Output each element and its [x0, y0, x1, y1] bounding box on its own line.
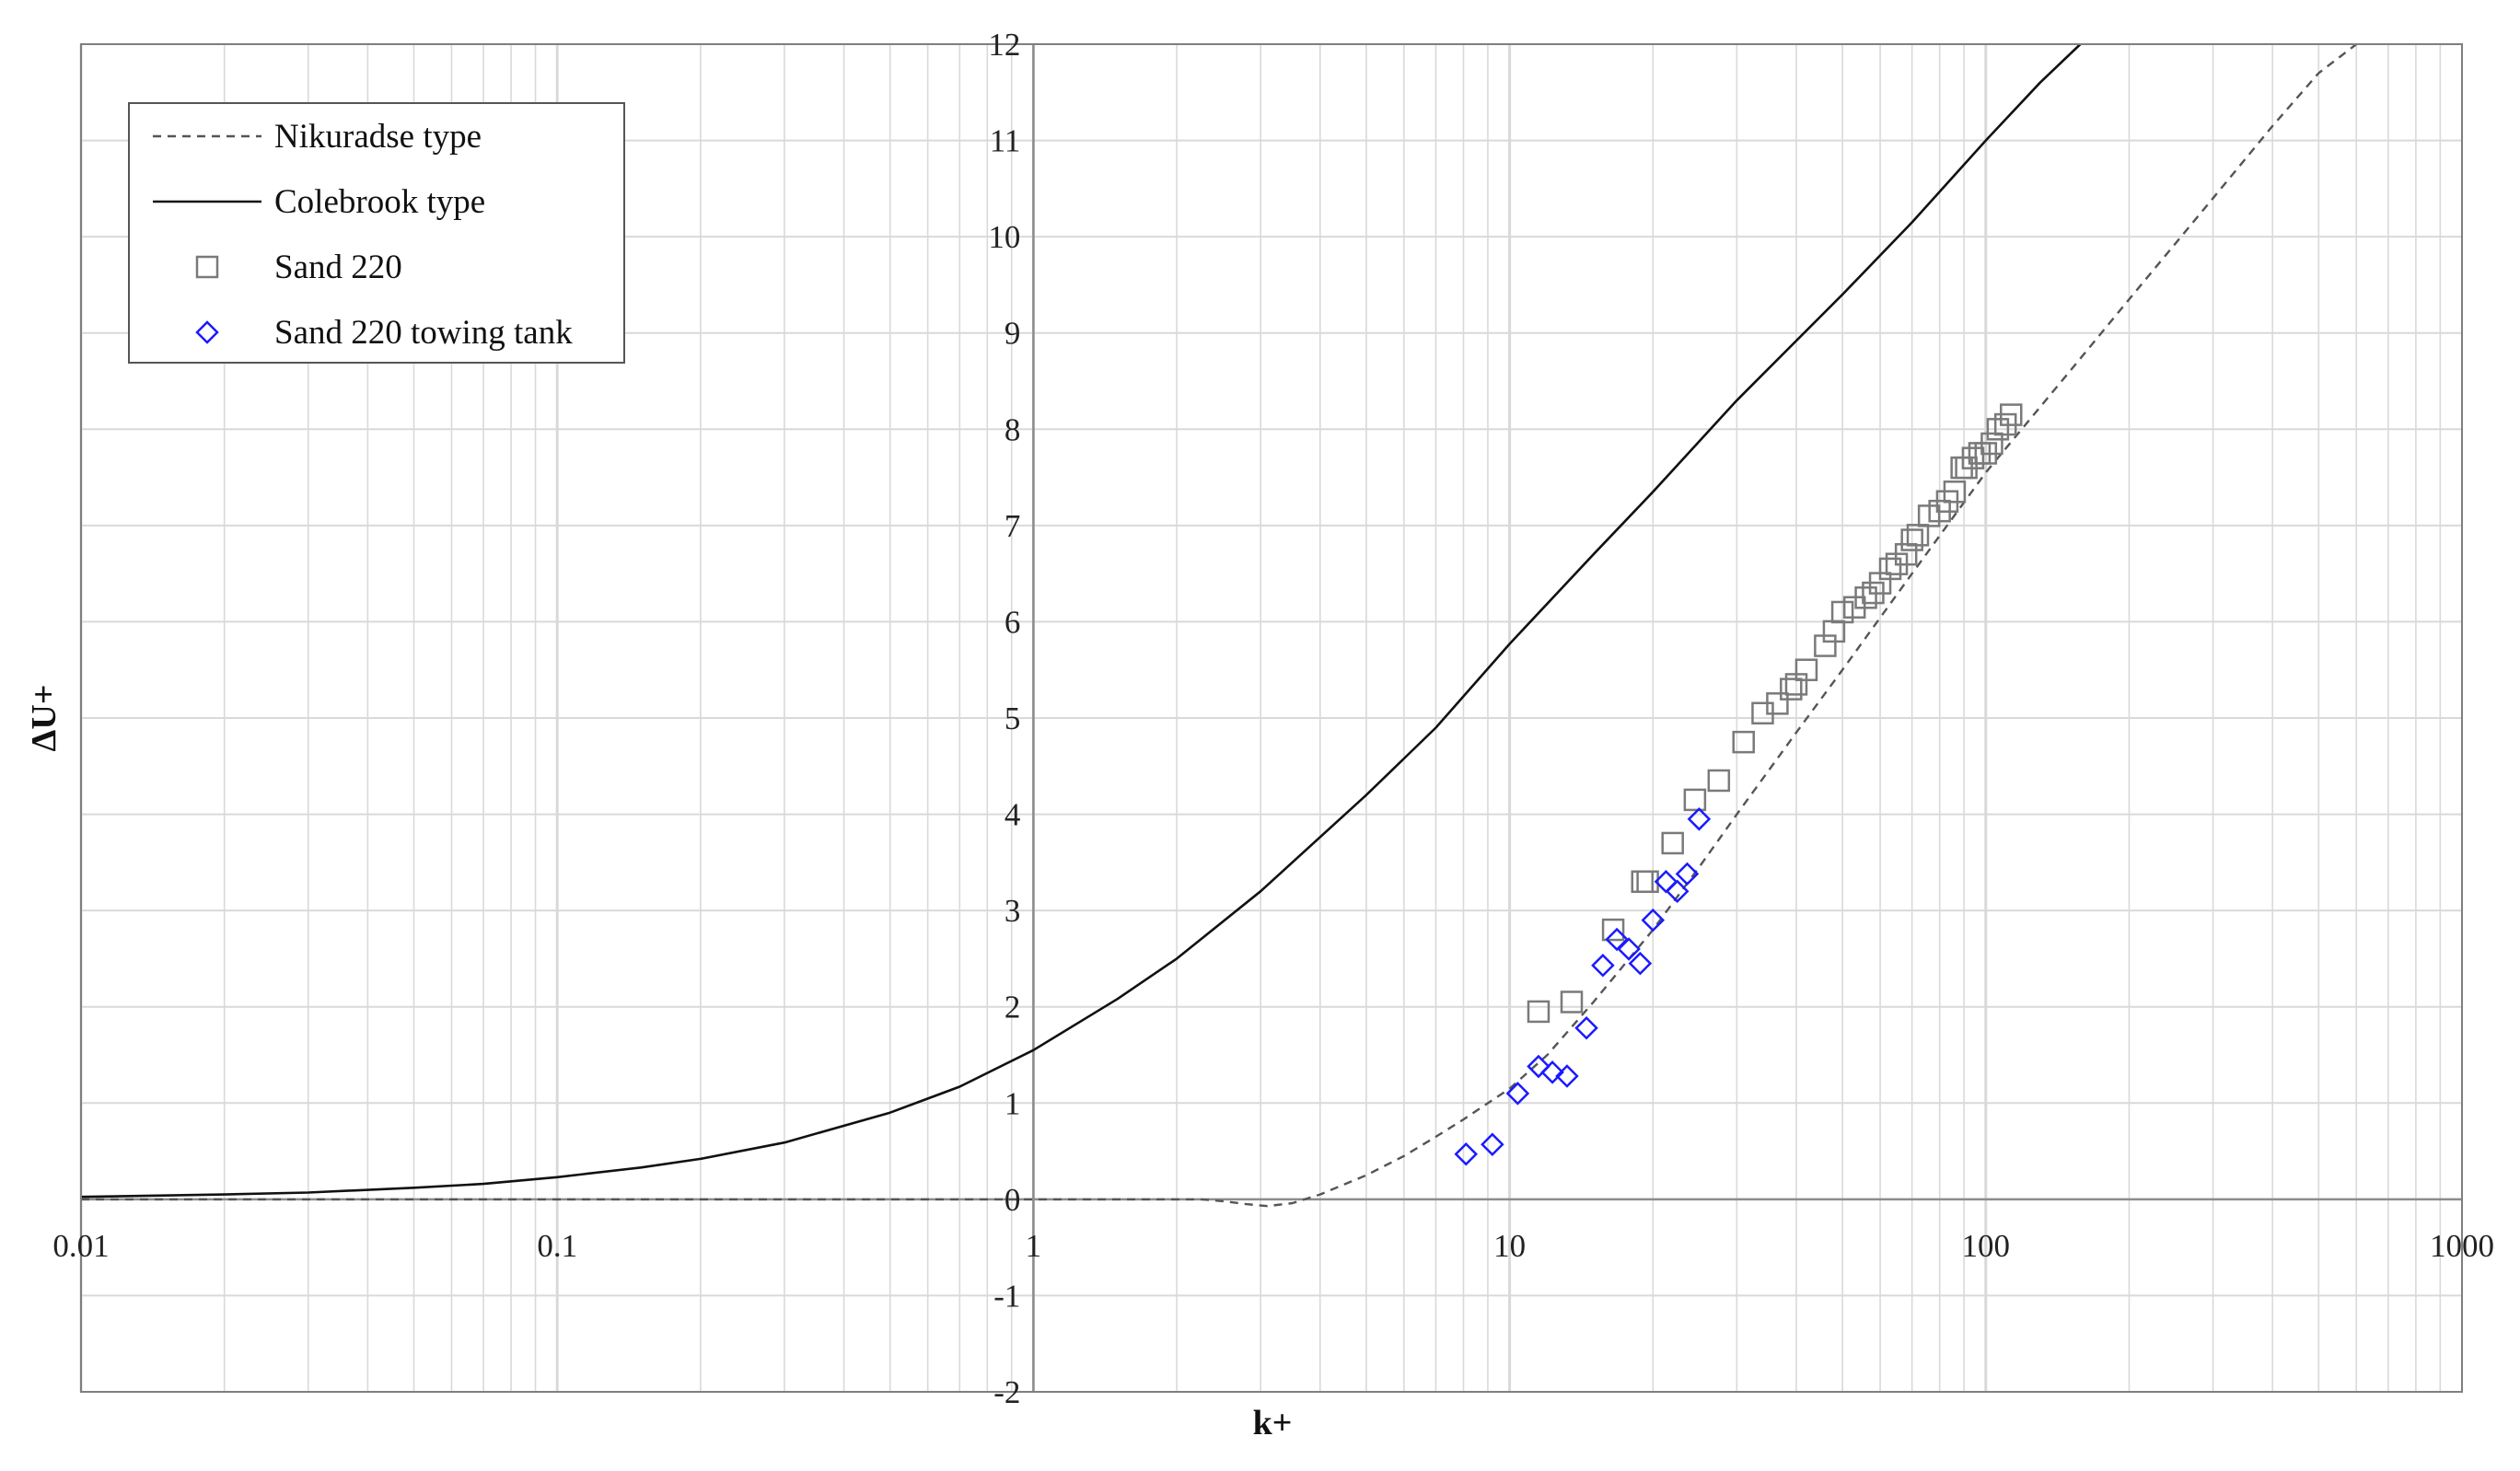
series-sand-220: [1527, 403, 2023, 1024]
x-tick-label: 1: [1026, 1228, 1042, 1264]
legend-label: Sand 220 towing tank: [274, 314, 573, 352]
x-tick-label: 1000: [2430, 1228, 2494, 1264]
y-tick-label: 4: [1005, 797, 1021, 833]
data-point-square: [1794, 658, 1818, 681]
series-colebrook-type: [80, 43, 2082, 1199]
data-point-square: [1732, 730, 1755, 754]
y-tick-label: 10: [988, 219, 1020, 255]
x-tick-label: 0.01: [52, 1228, 109, 1264]
data-point-square: [1601, 918, 1625, 942]
legend-symbol-diamond: [195, 320, 219, 344]
data-point-square: [1780, 678, 1803, 701]
legend-items: Nikuradse type Colebrook type Sand 220 Sand…: [153, 118, 573, 352]
y-tick-label: 2: [1005, 990, 1021, 1025]
data-point-square: [1766, 692, 1789, 715]
data-point-square: [1707, 769, 1731, 793]
data-point-diamond: [1540, 1060, 1564, 1084]
y-tick-label: 9: [1005, 316, 1021, 352]
data-point-diamond: [1654, 870, 1678, 894]
data-point-square: [1830, 600, 1854, 624]
legend-label: Nikuradse type: [274, 118, 482, 156]
data-point-diamond: [1687, 807, 1712, 831]
x-tick-label: 0.1: [537, 1228, 577, 1264]
data-point-diamond: [1628, 951, 1653, 976]
data-point-diamond: [1675, 862, 1700, 886]
data-point-square: [1894, 542, 1918, 566]
y-tick-label: 0: [1005, 1182, 1021, 1218]
data-point-square: [1683, 788, 1707, 812]
data-point-square: [1527, 1000, 1550, 1024]
data-point-diamond: [1481, 1132, 1504, 1157]
data-point-square: [1814, 634, 1837, 657]
data-point-square: [1878, 557, 1902, 581]
series-sand-220-towing-tank: [1454, 807, 1712, 1166]
y-tick-label: 7: [1005, 508, 1021, 544]
series-nikuradse-type: [81, 43, 2358, 1208]
legend-item: Sand 220: [195, 249, 402, 286]
data-point-diamond: [1505, 1082, 1530, 1106]
data-point-diamond: [1665, 879, 1690, 903]
data-point-square: [1980, 432, 2003, 456]
y-tick-label: 1: [1005, 1085, 1021, 1121]
data-point-diamond: [1555, 1064, 1579, 1088]
data-point-diamond: [1527, 1054, 1550, 1079]
y-tick-label: 5: [1005, 701, 1021, 736]
data-point-square: [2000, 403, 2023, 426]
legend: Nikuradse type Colebrook type Sand 220 Sand…: [128, 102, 625, 364]
x-tick-label: 10: [1493, 1228, 1526, 1264]
data-series: [80, 43, 2358, 1208]
data-point-diamond: [1574, 1015, 1598, 1040]
y-axis-label: ΔU+: [25, 685, 64, 752]
series-line: [80, 43, 2082, 1199]
y-tick-label: 8: [1005, 411, 1021, 447]
x-tick-label: 100: [1962, 1228, 2011, 1264]
data-point-square: [1661, 831, 1684, 855]
y-tick-label: -2: [993, 1374, 1020, 1410]
series-line: [81, 43, 2358, 1208]
data-point-square: [1854, 586, 1877, 609]
data-point-square: [1943, 481, 1967, 504]
data-point-diamond: [1605, 927, 1629, 952]
legend-item: Nikuradse type: [153, 118, 482, 156]
y-tick-label: 3: [1005, 893, 1021, 929]
data-point-diamond: [1454, 1141, 1479, 1166]
plot-frame: [80, 43, 2463, 1393]
legend-item: Colebrook type: [153, 183, 485, 221]
data-point-square: [1900, 528, 1923, 551]
legend-symbol-square: [195, 255, 219, 279]
legend-box: [128, 102, 625, 364]
data-point-square: [1986, 418, 2010, 441]
data-point-diamond: [1641, 908, 1666, 932]
x-axis-label: k+: [1253, 1404, 1293, 1442]
legend-label: Sand 220: [274, 249, 402, 286]
y-tick-label: 12: [988, 27, 1020, 63]
data-point-square: [1636, 870, 1659, 894]
data-point-diamond: [1617, 937, 1641, 961]
data-point-square: [1560, 990, 1584, 1013]
legend-label: Colebrook type: [274, 183, 485, 221]
y-tick-label: 6: [1005, 604, 1021, 640]
data-point-diamond: [1591, 953, 1615, 978]
y-tick-label: -1: [993, 1278, 1020, 1314]
legend-item: Sand 220 towing tank: [195, 314, 573, 352]
y-tick-label: 11: [990, 123, 1021, 159]
data-point-square: [1961, 446, 1985, 469]
